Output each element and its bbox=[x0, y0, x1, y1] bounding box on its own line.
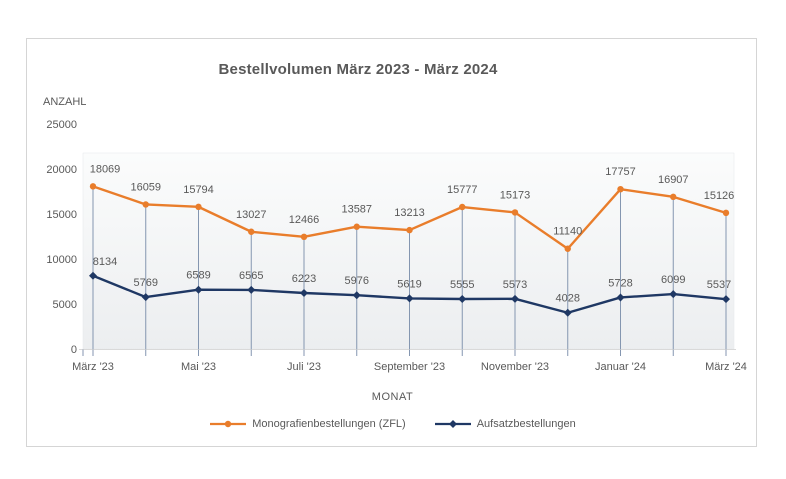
data-point-marker[interactable] bbox=[405, 294, 414, 303]
x-tick-label: September '23 bbox=[374, 361, 445, 373]
data-point-marker[interactable] bbox=[511, 209, 519, 216]
data-point-marker[interactable] bbox=[670, 193, 677, 201]
legend-label: Monografienbestellungen (ZFL) bbox=[252, 418, 406, 430]
data-label: 17757 bbox=[605, 166, 636, 178]
data-label: 5976 bbox=[345, 275, 369, 287]
data-label: 15173 bbox=[500, 189, 531, 201]
data-point-marker[interactable] bbox=[511, 294, 519, 303]
y-tick-label: 0 bbox=[71, 344, 77, 356]
data-label: 12466 bbox=[289, 214, 320, 226]
x-tick-label: Januar '24 bbox=[595, 361, 646, 373]
data-label: 5555 bbox=[450, 279, 474, 291]
chart-card[interactable]: 0 5000 10000 15000 20000 25000 März '23 Mai '23… bbox=[26, 38, 757, 447]
data-label: 13587 bbox=[341, 204, 372, 216]
data-label: 15777 bbox=[447, 184, 478, 196]
data-label: 5619 bbox=[397, 278, 421, 290]
x-tick-label: März '23 bbox=[72, 361, 114, 373]
plot-area bbox=[82, 152, 735, 350]
data-label: 13213 bbox=[394, 207, 425, 219]
x-axis-title: MONAT bbox=[371, 391, 414, 403]
data-label: 6565 bbox=[239, 270, 263, 282]
data-point-marker[interactable] bbox=[617, 185, 624, 193]
data-point-marker[interactable] bbox=[459, 203, 466, 211]
data-label: 6589 bbox=[186, 270, 210, 282]
legend-line-marker-icon bbox=[434, 418, 472, 430]
data-point-marker[interactable] bbox=[89, 183, 97, 190]
x-tick-label: Mai '23 bbox=[181, 361, 216, 373]
legend-label: Aufsatzbestellungen bbox=[476, 418, 576, 430]
data-point-marker[interactable] bbox=[300, 233, 308, 241]
data-label: 5769 bbox=[134, 277, 158, 289]
data-label: 15794 bbox=[183, 184, 214, 196]
data-point-marker[interactable] bbox=[353, 223, 360, 230]
data-point-marker[interactable] bbox=[247, 285, 256, 294]
y-tick-label: 5000 bbox=[53, 299, 77, 311]
data-label: 5573 bbox=[503, 279, 527, 291]
y-tick-label: 10000 bbox=[46, 254, 77, 266]
x-tick-label: März '24 bbox=[705, 361, 747, 373]
y-tick-label: 25000 bbox=[46, 119, 77, 131]
y-axis-title: ANZAHL bbox=[43, 96, 87, 108]
data-point-marker[interactable] bbox=[722, 209, 730, 217]
data-point-marker[interactable] bbox=[248, 228, 255, 235]
data-point-marker[interactable] bbox=[406, 226, 413, 234]
data-point-marker[interactable] bbox=[352, 291, 361, 300]
data-label: 16907 bbox=[658, 174, 689, 186]
data-point-marker[interactable] bbox=[564, 245, 571, 252]
data-label: 15126 bbox=[704, 190, 735, 202]
data-point-marker[interactable] bbox=[195, 203, 202, 211]
data-point-marker[interactable] bbox=[616, 293, 625, 302]
data-label: 18069 bbox=[90, 163, 121, 175]
data-label: 5537 bbox=[707, 279, 731, 291]
legend-item-monografienbestellungen[interactable]: Monografienbestellungen (ZFL) bbox=[209, 418, 406, 430]
chart-title: Bestellvolumen März 2023 - März 2024 bbox=[218, 61, 498, 78]
x-tick-label: Juli '23 bbox=[287, 361, 321, 373]
y-tick-label: 15000 bbox=[46, 209, 77, 221]
bestellvolumen-line-chart[interactable]: 0 5000 10000 15000 20000 25000 März '23 Mai '23… bbox=[27, 39, 758, 448]
data-label: 6099 bbox=[661, 274, 685, 286]
data-label: 8134 bbox=[93, 256, 117, 268]
data-point-marker[interactable] bbox=[563, 308, 572, 317]
data-point-marker[interactable] bbox=[458, 295, 467, 304]
data-label: 16059 bbox=[130, 181, 161, 193]
data-label: 11140 bbox=[553, 226, 582, 238]
data-point-marker[interactable] bbox=[300, 288, 308, 297]
data-point-marker[interactable] bbox=[722, 295, 730, 304]
chart-legend: Monografienbestellungen (ZFL) Aufsatzbes… bbox=[27, 418, 758, 430]
data-label: 5728 bbox=[608, 277, 632, 289]
data-point-marker[interactable] bbox=[141, 293, 150, 302]
data-label: 13027 bbox=[236, 209, 267, 221]
y-tick-label: 20000 bbox=[46, 164, 77, 176]
legend-line-marker-icon bbox=[209, 418, 247, 430]
data-point-marker[interactable] bbox=[89, 271, 97, 280]
data-label: 4028 bbox=[556, 293, 580, 305]
data-point-marker[interactable] bbox=[142, 201, 149, 208]
legend-item-aufsatzbestellungen[interactable]: Aufsatzbestellungen bbox=[434, 418, 576, 430]
x-tick-label: November '23 bbox=[481, 361, 549, 373]
data-label: 6223 bbox=[292, 273, 316, 285]
data-point-marker[interactable] bbox=[669, 290, 678, 299]
data-point-marker[interactable] bbox=[194, 285, 203, 294]
